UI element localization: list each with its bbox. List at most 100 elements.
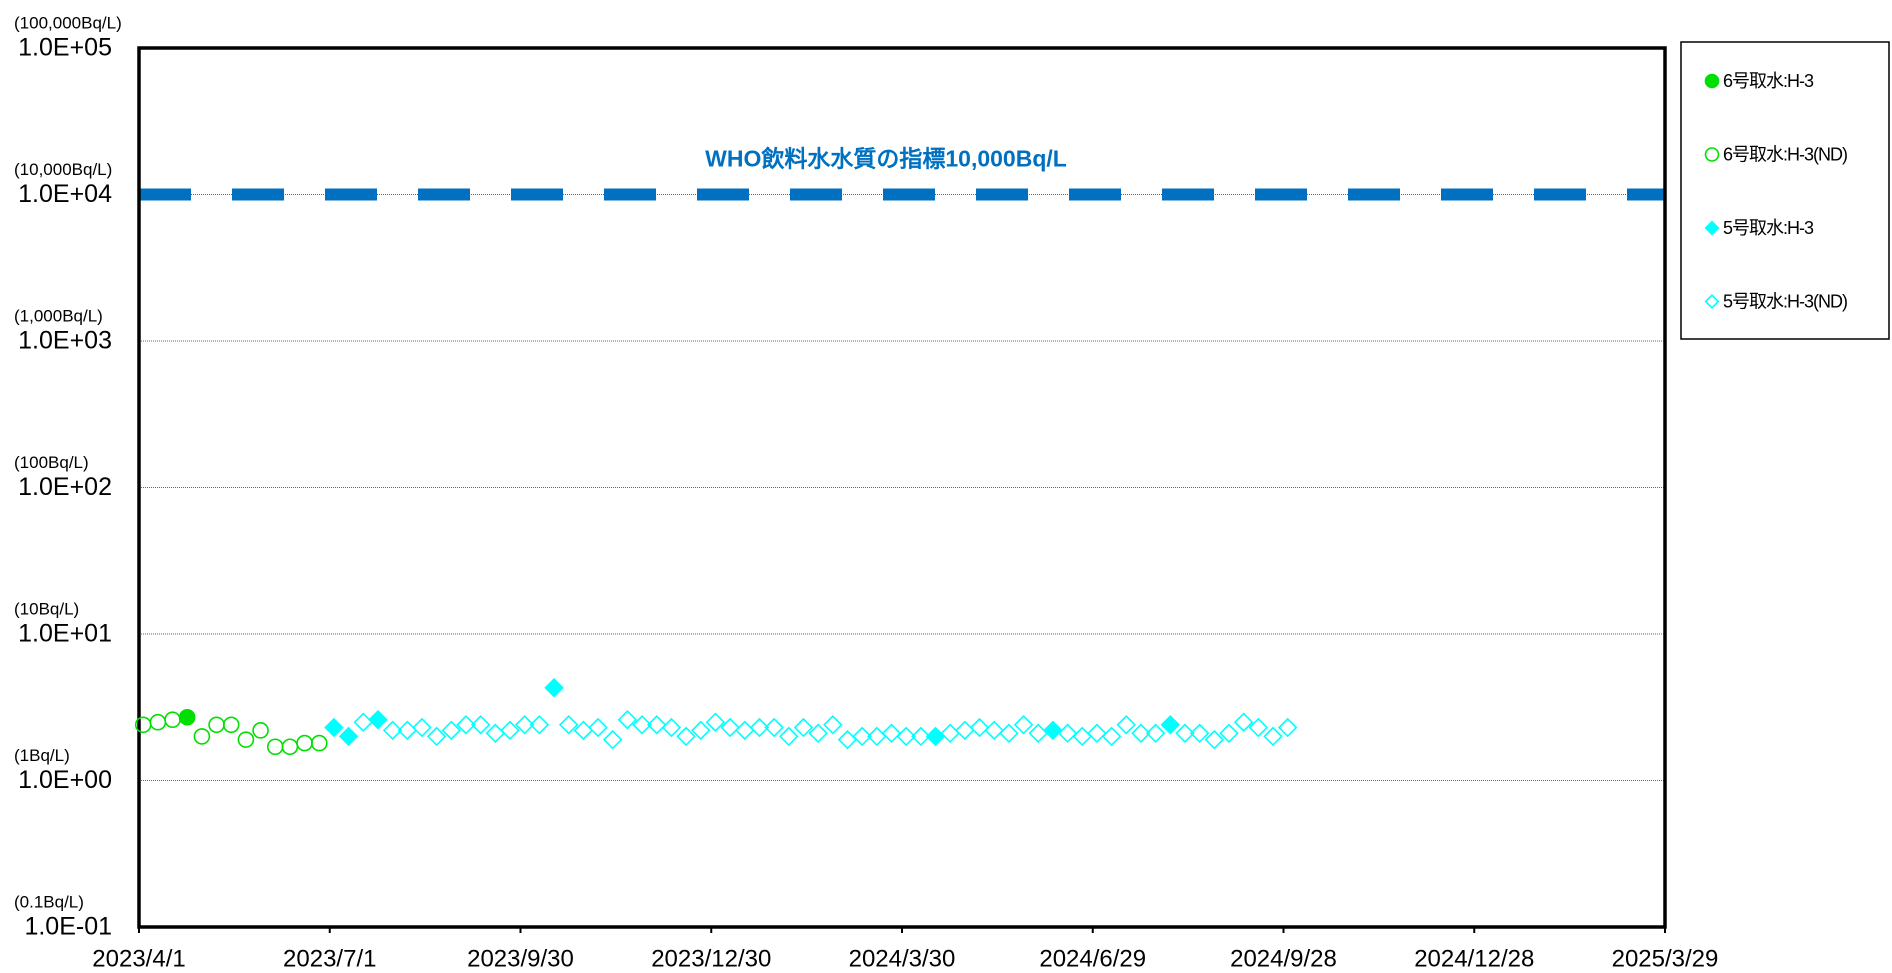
point xyxy=(441,720,462,741)
x-tick-label: 2025/3/29 xyxy=(1612,945,1719,972)
point xyxy=(823,715,843,735)
point xyxy=(617,709,638,730)
point xyxy=(353,712,374,732)
point xyxy=(1175,723,1195,744)
point xyxy=(1057,723,1078,744)
point xyxy=(252,722,269,739)
point xyxy=(676,726,696,747)
point xyxy=(470,715,491,735)
y-tick-unit: (1,000Bq/L) xyxy=(14,306,103,325)
point xyxy=(281,738,299,756)
point xyxy=(208,716,225,734)
legend-label: 6号取水:H-3 xyxy=(1723,71,1814,91)
point xyxy=(296,734,313,752)
point xyxy=(1101,726,1122,747)
legend-label: 6号取水:H-3(ND) xyxy=(1723,144,1847,164)
reference-label: WHO飲料水水質の指標10,000Bq/L xyxy=(705,146,1067,172)
point xyxy=(779,726,799,747)
x-tick-label: 2024/6/29 xyxy=(1039,945,1146,972)
y-tick-unit: (100Bq/L) xyxy=(14,453,89,472)
x-tick-label: 2023/9/30 xyxy=(467,945,574,972)
point xyxy=(1204,729,1225,750)
x-tick-label: 2023/12/30 xyxy=(651,945,771,972)
point xyxy=(382,720,403,741)
point xyxy=(588,717,608,738)
y-tick-label: 1.0E+00 xyxy=(18,766,112,794)
y-tick-label: 1.0E-01 xyxy=(24,913,112,941)
point xyxy=(793,717,814,738)
x-tick-label: 2024/3/30 xyxy=(849,945,956,972)
point xyxy=(808,723,828,744)
point xyxy=(456,715,476,735)
point xyxy=(1145,723,1166,744)
point xyxy=(1160,715,1181,735)
point xyxy=(164,711,181,729)
point xyxy=(544,677,564,698)
x-tick-label: 2023/7/1 xyxy=(283,945,376,972)
y-tick-unit: (10,000Bq/L) xyxy=(14,160,112,179)
y-tick-label: 1.0E+03 xyxy=(18,327,112,355)
y-tick-label: 1.0E+04 xyxy=(18,180,112,208)
point xyxy=(1233,712,1254,732)
point xyxy=(1219,723,1239,744)
point xyxy=(984,720,1004,741)
point xyxy=(602,729,623,750)
point xyxy=(149,713,167,731)
point xyxy=(999,723,1019,744)
plot-frame xyxy=(137,46,1667,929)
point xyxy=(310,734,328,752)
point xyxy=(837,729,858,750)
point xyxy=(266,738,284,756)
point xyxy=(222,716,240,734)
point xyxy=(1087,723,1107,744)
y-tick-unit: (100,000Bq/L) xyxy=(14,13,122,32)
point xyxy=(969,717,990,738)
legend-box xyxy=(1680,41,1890,340)
point xyxy=(911,726,931,747)
legend-marker xyxy=(1704,220,1720,236)
point xyxy=(338,726,359,747)
point xyxy=(940,723,960,744)
legend-marker xyxy=(1704,294,1720,309)
x-tick-label: 2023/4/1 xyxy=(92,945,185,972)
point xyxy=(1248,717,1269,738)
y-tick-unit: (1Bq/L) xyxy=(14,746,70,765)
x-tick-label: 2024/9/28 xyxy=(1230,945,1337,972)
legend-marker xyxy=(1704,147,1720,162)
point xyxy=(1263,726,1283,747)
point xyxy=(705,712,726,732)
point xyxy=(632,715,652,735)
point xyxy=(1277,717,1298,738)
point xyxy=(368,709,388,730)
point xyxy=(485,723,506,744)
point xyxy=(646,715,667,735)
point xyxy=(955,720,975,741)
point xyxy=(1013,715,1034,735)
point xyxy=(881,723,902,744)
point xyxy=(178,709,196,726)
point xyxy=(735,720,755,741)
point xyxy=(1189,723,1210,744)
point xyxy=(193,728,211,745)
point xyxy=(720,717,740,738)
y-tick-unit: (0.1Bq/L) xyxy=(14,892,84,911)
point xyxy=(661,717,682,738)
y-tick-label: 1.0E+02 xyxy=(18,473,112,501)
point xyxy=(500,720,520,741)
point xyxy=(1072,726,1093,747)
point xyxy=(691,720,711,741)
x-tick-label: 2024/12/28 xyxy=(1414,945,1534,972)
point xyxy=(1131,723,1151,744)
point xyxy=(514,715,535,735)
point xyxy=(412,717,432,738)
legend-label: 5号取水:H-3 xyxy=(1723,218,1814,238)
y-tick-unit: (10Bq/L) xyxy=(14,599,79,618)
legend-marker xyxy=(1704,73,1720,89)
point xyxy=(1116,715,1137,735)
point xyxy=(529,715,550,735)
y-tick-label: 1.0E+01 xyxy=(18,620,112,648)
point xyxy=(896,726,916,747)
point xyxy=(324,717,344,738)
point xyxy=(764,717,784,738)
